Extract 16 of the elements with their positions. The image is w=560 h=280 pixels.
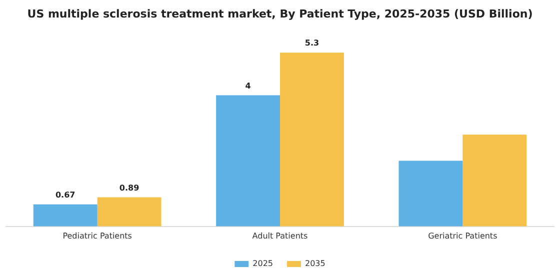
data-label: 0.89	[119, 183, 140, 192]
legend-label: 2035	[305, 259, 326, 268]
bar	[398, 160, 463, 226]
bar	[33, 204, 98, 226]
bar	[216, 95, 280, 226]
chart-title: US multiple sclerosis treatment market, By Patient Type, 2025-2035 (USD Billion)	[27, 7, 533, 20]
legend-label: 2025	[252, 259, 273, 268]
bar	[462, 134, 527, 226]
data-label: 0.67	[55, 190, 76, 200]
x-tick-label: Geriatric Patients	[428, 231, 498, 240]
data-label: 4	[245, 81, 252, 90]
bar	[97, 197, 162, 226]
data-label: 5.3	[304, 38, 320, 48]
bar	[280, 52, 344, 226]
x-tick-label: Adult Patients	[252, 231, 308, 240]
x-tick-label: Pediatric Patients	[62, 231, 132, 240]
